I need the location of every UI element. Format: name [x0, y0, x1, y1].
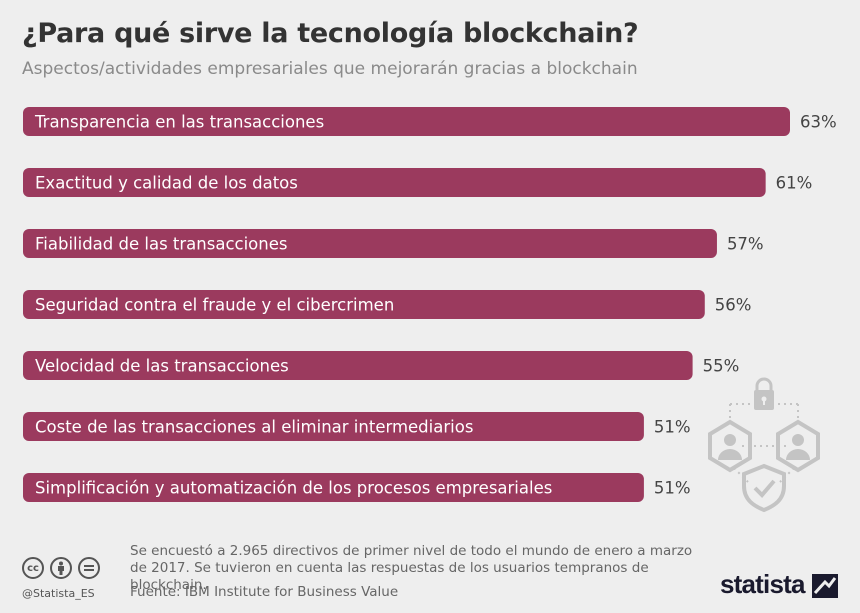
statista-mark-icon: [812, 574, 838, 598]
bar-group: Fiabilidad de las transacciones 57%: [23, 229, 764, 258]
value-label: 57%: [727, 235, 764, 254]
value-label: 55%: [703, 357, 740, 376]
attribution-icon: [50, 557, 72, 579]
bar-group: Seguridad contra el fraude y el cibercri…: [23, 290, 751, 319]
category-label: Transparencia en las transacciones: [34, 113, 324, 132]
bar-group: Coste de las transacciones al eliminar i…: [23, 412, 691, 441]
bar: [23, 229, 717, 258]
bar-group: Simplificación y automatización de los p…: [23, 473, 691, 502]
bar: [23, 107, 790, 136]
bar: [23, 168, 766, 197]
bar: [23, 290, 705, 319]
bar: [23, 412, 644, 441]
social-handle: @Statista_ES: [22, 587, 95, 600]
lock-icon: [754, 377, 774, 410]
bar-group: Exactitud y calidad de los datos 61%: [23, 168, 812, 197]
bar: [23, 351, 693, 380]
chart-title: ¿Para qué sirve la tecnología blockchain…: [22, 18, 639, 49]
category-label: Coste de las transacciones al eliminar i…: [35, 418, 473, 437]
category-label: Simplificación y automatización de los p…: [35, 479, 552, 498]
no-derivatives-icon: [78, 557, 100, 579]
cc-icon: cc: [22, 557, 44, 579]
license-icons: cc: [22, 557, 100, 579]
bar-chart: Transparencia en las transacciones 63% Exa…: [23, 107, 837, 502]
value-label: 51%: [654, 418, 691, 437]
value-label: 56%: [715, 296, 752, 315]
category-label: Exactitud y calidad de los datos: [35, 174, 298, 193]
bar-group: Velocidad de las transacciones 55%: [23, 351, 739, 380]
survey-note: Se encuestó a 2.965 directivos de primer…: [130, 543, 693, 593]
category-label: Velocidad de las transacciones: [35, 357, 289, 376]
bar-group: Transparencia en las transacciones 63%: [23, 107, 837, 136]
category-label: Seguridad contra el fraude y el cibercri…: [35, 296, 394, 315]
bar: [23, 473, 644, 502]
value-label: 61%: [776, 174, 813, 193]
user-icon: [776, 419, 820, 473]
source-note: Fuente: IBM Institute for Business Value: [130, 584, 399, 600]
user-icon: [708, 419, 752, 473]
blockchain-illustration: [708, 377, 820, 513]
chart-subtitle: Aspectos/actividades empresariales que m…: [22, 59, 638, 79]
value-label: 63%: [800, 113, 837, 132]
value-label: 51%: [654, 479, 691, 498]
category-label: Fiabilidad de las transacciones: [35, 235, 287, 254]
statista-logo: statista: [720, 569, 805, 599]
shield-check-icon: [742, 463, 786, 513]
